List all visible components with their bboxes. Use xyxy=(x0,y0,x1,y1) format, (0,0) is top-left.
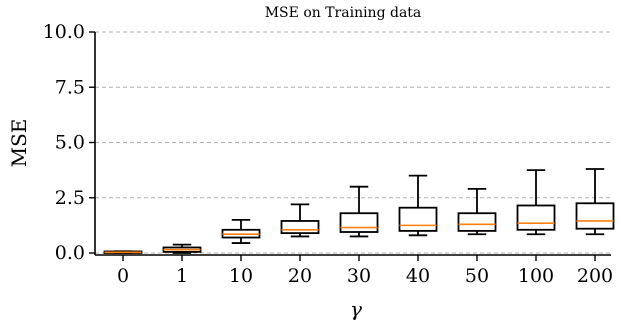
x-tick-label: 0 xyxy=(117,265,129,287)
box-plot-1 xyxy=(162,243,202,254)
box-plot-50 xyxy=(457,188,497,236)
box xyxy=(398,206,438,232)
box-plot-20 xyxy=(280,203,320,238)
y-ticks: 0.0 2.5 5.0 7.5 10.0 xyxy=(43,21,95,264)
box-plot-40 xyxy=(398,174,438,237)
x-tick-label: 100 xyxy=(518,265,554,287)
y-tick-label: 5.0 xyxy=(55,132,85,154)
y-axis-label: MSE xyxy=(7,119,31,168)
x-tick-label: 30 xyxy=(347,265,371,287)
x-axis-label: γ xyxy=(350,297,362,321)
box-plot-200 xyxy=(575,168,615,236)
x-tick-label: 1 xyxy=(176,265,188,287)
box xyxy=(516,204,556,231)
chart-title: MSE on Training data xyxy=(265,5,422,21)
box-plot-10 xyxy=(221,218,261,244)
box-plots xyxy=(103,168,615,254)
box-plot-100 xyxy=(516,169,556,236)
x-tick-label: 200 xyxy=(577,265,613,287)
x-tick-label: 40 xyxy=(406,265,430,287)
y-tick-label: 7.5 xyxy=(55,76,85,98)
box xyxy=(280,220,320,235)
y-tick-label: 10.0 xyxy=(43,21,85,43)
box-plot-0 xyxy=(103,250,143,254)
box-plot-30 xyxy=(339,185,379,238)
box xyxy=(339,212,379,233)
box xyxy=(575,202,615,230)
x-tick-label: 10 xyxy=(229,265,253,287)
x-tick-label: 20 xyxy=(288,265,312,287)
y-tick-label: 0.0 xyxy=(55,242,85,264)
box xyxy=(457,212,497,232)
x-tick-label: 50 xyxy=(465,265,489,287)
x-ticks: 0 1 10 20 30 40 50 100 200 xyxy=(117,255,613,287)
y-tick-label: 2.5 xyxy=(55,187,85,209)
